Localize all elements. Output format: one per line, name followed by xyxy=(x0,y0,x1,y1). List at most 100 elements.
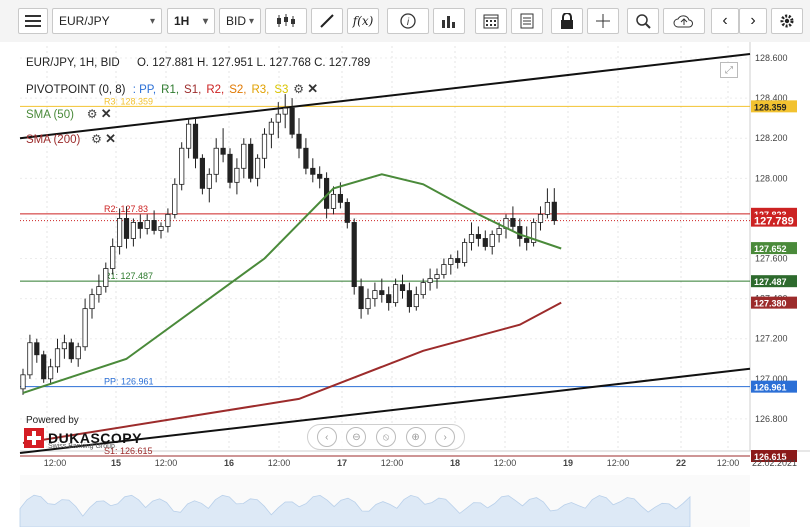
menu-icon[interactable] xyxy=(18,8,48,34)
brand-name: DUKASCOPY xyxy=(48,430,142,446)
indicators-icon[interactable] xyxy=(433,8,465,34)
candle-body xyxy=(379,290,385,296)
gear-icon[interactable]: ⚙ xyxy=(293,82,305,96)
price-tag: 127.380 xyxy=(751,296,797,309)
y-tick-label: 128.200 xyxy=(755,133,788,143)
moving-averages xyxy=(22,173,562,444)
candle-body xyxy=(537,214,544,223)
candle xyxy=(234,158,240,195)
candle-body xyxy=(117,218,123,247)
trend-lines[interactable] xyxy=(19,53,751,454)
navigator-overview[interactable] xyxy=(19,475,750,527)
pivot-legend-item: R2, xyxy=(206,84,225,96)
cloud-upload-icon[interactable] xyxy=(663,8,705,34)
price-tag-bg xyxy=(751,296,797,309)
pivot-legend-item: S1, xyxy=(184,84,202,96)
pivot-legend-item: S2, xyxy=(229,84,247,96)
candle xyxy=(34,338,40,363)
candle xyxy=(82,298,88,351)
info-icon[interactable]: i xyxy=(387,8,429,34)
crosshair-icon[interactable] xyxy=(587,8,619,34)
candle xyxy=(54,338,61,373)
gear-icon[interactable]: ⚙ xyxy=(86,107,98,121)
candle-body xyxy=(192,123,199,159)
zoom-out-icon[interactable]: ⊖ xyxy=(346,427,367,447)
expand-icon[interactable]: ⤢ xyxy=(720,62,738,78)
powered-by-text: Powered by xyxy=(26,415,79,426)
candle-body xyxy=(427,278,433,283)
candle xyxy=(227,148,233,189)
x-tick-label: 12:00 xyxy=(717,458,740,468)
next-icon[interactable]: › xyxy=(739,8,767,34)
settings-icon[interactable] xyxy=(771,8,803,34)
x-tick-label: 12:00 xyxy=(44,458,67,468)
candle xyxy=(275,102,281,139)
candlestick-type-icon[interactable] xyxy=(265,8,307,34)
x-tick-label: 22 xyxy=(676,458,686,468)
instrument-label: EUR/JPY, 1H, BID xyxy=(26,57,120,69)
candle-body xyxy=(110,246,116,269)
sma200-line xyxy=(22,301,562,444)
notes-icon[interactable] xyxy=(511,8,543,34)
candle-body xyxy=(213,147,219,175)
candle-body xyxy=(48,366,54,380)
zoom-in-icon[interactable]: ⊕ xyxy=(405,427,426,447)
price-tag-bg xyxy=(751,214,797,227)
close-icon[interactable]: ✕ xyxy=(100,106,112,121)
candle-body xyxy=(151,220,157,231)
price-tag-bg xyxy=(751,242,797,255)
upper-trendline[interactable] xyxy=(19,53,751,140)
candle xyxy=(123,206,130,249)
candle xyxy=(468,222,475,251)
price-tag: 127.487 xyxy=(751,275,797,288)
candle-body xyxy=(248,143,254,179)
symbol-select[interactable]: EUR/JPY ▾ xyxy=(52,8,162,34)
candle-body xyxy=(496,228,502,235)
candle-body xyxy=(96,286,102,296)
candle-body xyxy=(296,133,302,149)
draw-line-icon[interactable] xyxy=(311,8,343,34)
candle-body xyxy=(185,123,192,149)
candle xyxy=(351,218,357,295)
close-icon[interactable]: ✕ xyxy=(307,81,319,96)
candle xyxy=(248,138,254,183)
scroll-left-icon[interactable]: ‹ xyxy=(316,427,337,447)
candle-body xyxy=(89,294,95,310)
candle-body xyxy=(330,193,337,209)
sma50-label: SMA (50) xyxy=(26,109,74,121)
candle-body xyxy=(337,193,344,203)
price-tag-label: 127.487 xyxy=(754,277,787,287)
time-axis[interactable]: 12:00 15 12:00 16 12:00 17 12:00 18 12:00 19 12:00… xyxy=(44,458,797,468)
pivot-legend-item: R3, xyxy=(251,84,270,96)
brand-subtitle: Swiss Banking Group xyxy=(48,443,115,450)
lock-icon[interactable] xyxy=(551,8,583,34)
close-icon[interactable]: ✕ xyxy=(105,131,116,146)
function-icon[interactable]: f(x) xyxy=(347,8,379,34)
candle-body xyxy=(358,286,364,310)
calendar-icon[interactable] xyxy=(475,8,507,34)
price-tag-bg xyxy=(751,275,797,288)
price-tag-label: 128.359 xyxy=(754,102,787,112)
prev-icon[interactable]: ‹ xyxy=(711,8,739,34)
candle xyxy=(496,222,502,243)
candle-body xyxy=(75,346,81,360)
pivot-label: PIVOTPOINT (0, 8) xyxy=(26,84,126,96)
lower-trendline[interactable] xyxy=(19,367,751,454)
chart-navigation: ‹ ⊖ ⦸ ⊕ › xyxy=(307,424,465,450)
timeframe-select[interactable]: 1H ▾ xyxy=(167,8,215,34)
candle xyxy=(441,258,447,279)
candle-body xyxy=(420,282,426,296)
zoom-icon[interactable] xyxy=(627,8,659,34)
gear-icon[interactable]: ⚙ xyxy=(91,132,102,146)
y-tick-label: 127.000 xyxy=(755,374,788,384)
candle-body xyxy=(20,374,26,390)
candle-body xyxy=(199,157,205,189)
reset-icon[interactable]: ⦸ xyxy=(375,427,396,447)
candle-body xyxy=(434,274,440,279)
candle-body xyxy=(386,294,392,304)
price-type-select[interactable]: BID ▾ xyxy=(219,8,261,34)
candle xyxy=(310,158,316,183)
candle xyxy=(96,274,102,303)
scroll-right-icon[interactable]: › xyxy=(435,427,456,447)
